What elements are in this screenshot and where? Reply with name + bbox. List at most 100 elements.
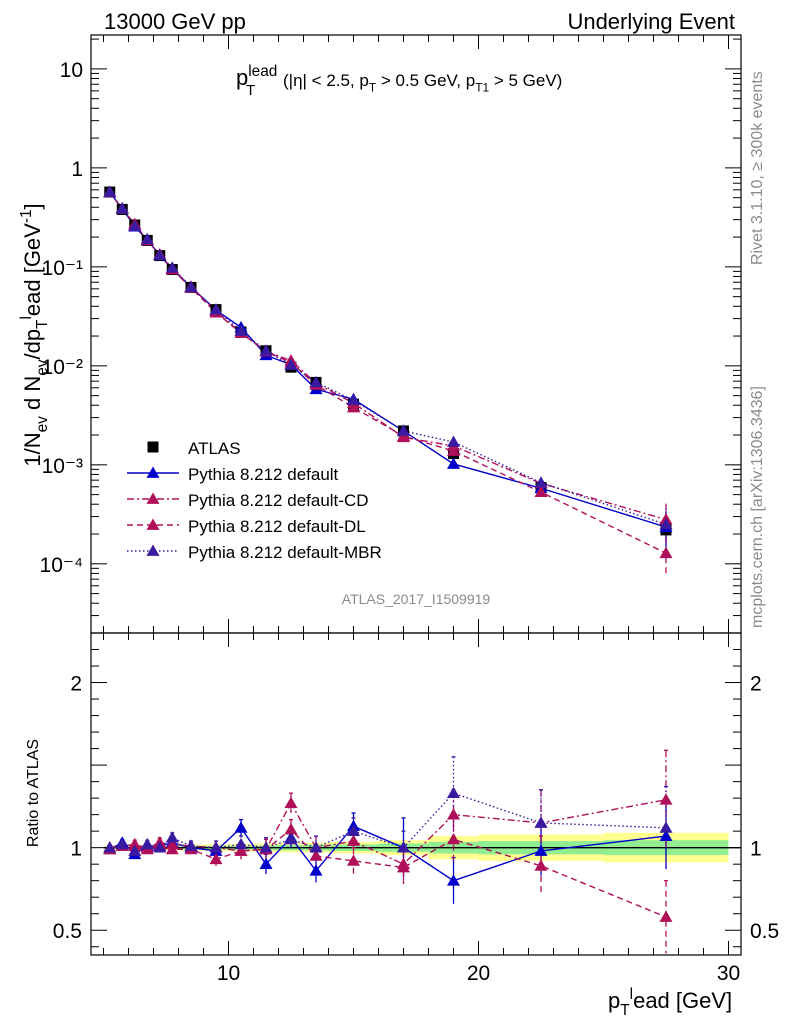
x-axis-label-part: l xyxy=(630,986,633,1003)
main-series-point-4 xyxy=(165,261,179,273)
ratio-series-point-0 xyxy=(309,864,323,876)
main-title-symbol: plead xyxy=(236,63,277,90)
main-series-point-1 xyxy=(447,457,460,469)
ratio-series-point-0 xyxy=(234,821,248,833)
main-series-point-4 xyxy=(234,324,248,336)
legend-label: Pythia 8.212 default xyxy=(188,465,339,484)
main-series-point-4 xyxy=(128,219,142,231)
main-title-cuts-part: T1 xyxy=(475,80,489,94)
main-y-label-part: 1/N xyxy=(20,432,45,466)
ratio-series-point-3 xyxy=(659,821,673,833)
main-title-symbol-part: lead xyxy=(248,63,277,80)
main-series-point-3 xyxy=(347,400,360,413)
rivet-label: Rivet 3.1.10, ≥ 300k events xyxy=(749,71,766,265)
header-left: 13000 GeV pp xyxy=(104,9,246,34)
ratio-series-point-3 xyxy=(128,844,142,856)
data-markers xyxy=(103,185,673,922)
y-tick-label-main: 10⁻⁴ xyxy=(40,554,83,577)
main-title-cuts-part: (|η| < 2.5, p xyxy=(283,71,369,90)
main-series-point-4 xyxy=(659,517,673,530)
ratio-series-point-3 xyxy=(140,837,154,850)
ratio-series-point-3 xyxy=(103,841,117,853)
legend: ATLAS Pythia 8.212 default Pythia 8.212 de… xyxy=(127,439,382,562)
ratio-series-point-1 xyxy=(447,808,460,820)
legend-label: Pythia 8.212 default-CD xyxy=(188,491,369,510)
x-axis-label-part: p xyxy=(608,988,620,1013)
ratio-series-point-2 xyxy=(447,832,460,845)
ratio-series-point-0 xyxy=(659,829,673,841)
main-series-point-4 xyxy=(153,248,167,261)
ratio-series-point-2 xyxy=(234,844,248,856)
main-title-symbol-sub: T xyxy=(246,82,255,99)
main-title-cuts-part: > 5 GeV) xyxy=(489,71,562,90)
legend-label: Pythia 8.212 default-MBR xyxy=(188,543,382,562)
ratio-series-point-2 xyxy=(397,860,410,873)
y-tick-label-main: 10⁻¹ xyxy=(42,257,83,280)
main-title-symbol-part: p xyxy=(236,65,248,90)
ratio-series-point-3 xyxy=(347,824,360,837)
main-series-point-4 xyxy=(259,344,273,356)
ratio-series-point-2 xyxy=(534,859,548,871)
main-y-label-part: /dp xyxy=(20,329,45,360)
ratio-series-point-0 xyxy=(447,874,460,886)
y-tick-label-main: 10⁻² xyxy=(42,356,83,379)
ratio-series-point-3 xyxy=(309,841,323,853)
ratio-series-point-2 xyxy=(209,852,223,865)
main-series-point-3 xyxy=(447,444,460,456)
legend-marker xyxy=(146,518,160,530)
panel-frames xyxy=(90,34,742,956)
ratio-series-point-2 xyxy=(659,910,673,922)
ratio-uncertainty-bands xyxy=(103,832,741,863)
legend-label: Pythia 8.212 default-DL xyxy=(188,517,366,536)
y-tick-label-ratio: 2 xyxy=(70,673,82,696)
main-series-point-4 xyxy=(309,375,323,388)
main-series-point-4 xyxy=(209,303,223,315)
ratio-series-point-3 xyxy=(259,841,273,853)
y-tick-label-ratio: 1 xyxy=(70,838,82,861)
ratio-series-point-3 xyxy=(184,839,198,851)
ratio-series-point-0 xyxy=(259,857,273,870)
mcplots-label: mcplots.cern.ch [arXiv:1306.3436] xyxy=(749,386,766,628)
y-tick-label-main: 10⁻³ xyxy=(42,455,83,478)
legend-marker-atlas xyxy=(147,441,159,453)
main-series-point-4 xyxy=(347,393,360,406)
legend-marker xyxy=(146,544,160,556)
main-title-symbol-sub-part: T xyxy=(246,82,255,99)
y-tick-label-ratio: 0.5 xyxy=(53,920,82,943)
main-series-point-4 xyxy=(140,232,154,245)
main-series-point-4 xyxy=(103,185,117,197)
ratio-series-point-3 xyxy=(234,837,248,850)
y-tick-label-ratio-right: 2 xyxy=(750,673,762,696)
x-axis-label: pTlead [GeV] xyxy=(608,986,732,1019)
x-tick-label: 10 xyxy=(217,962,240,985)
ratio-series-point-3 xyxy=(153,841,167,853)
main-series-line-4 xyxy=(109,191,667,526)
y-tick-label-ratio-right: 0.5 xyxy=(750,920,779,943)
ratio-series-point-3 xyxy=(397,841,410,853)
y-tick-label-main: 10 xyxy=(60,59,83,82)
main-series-point-4 xyxy=(184,280,198,292)
main-series-point-4 xyxy=(534,476,548,488)
ratio-series-point-3 xyxy=(284,832,298,845)
ratio-series-point-1 xyxy=(659,793,673,805)
ratio-series-point-3 xyxy=(534,816,548,828)
main-title-cuts: (|η| < 2.5, pT > 0.5 GeV, pT1 > 5 GeV) xyxy=(283,71,562,94)
main-series-point-4 xyxy=(397,424,410,436)
main-title-cuts-part: T xyxy=(369,80,376,94)
ratio-series-point-2 xyxy=(284,823,298,835)
main-y-label-part: d N xyxy=(20,376,45,416)
axis-ticks xyxy=(91,35,741,955)
main-series-point-4 xyxy=(284,358,298,370)
main-y-label-part: ead [GeV xyxy=(20,223,45,316)
ratio-series-point-3 xyxy=(165,831,179,843)
main-y-label-part: T xyxy=(34,319,51,329)
main-y-label-part: ev xyxy=(34,359,51,376)
axis-labels: 10 20 30 10 1 10⁻¹ 10⁻² 10⁻³ 10⁻⁴ 2 2 1 1 0.5 0.5 13000… xyxy=(18,9,779,1019)
main-series-point-3 xyxy=(534,485,548,497)
ratio-series-point-0 xyxy=(534,844,548,856)
ratio-series-point-1 xyxy=(347,834,360,846)
ratio-panel-frame xyxy=(90,632,742,956)
main-series-point-4 xyxy=(115,202,129,214)
main-y-label: 1/Nev d Nev/dpTlead [GeV-1] xyxy=(18,203,51,466)
